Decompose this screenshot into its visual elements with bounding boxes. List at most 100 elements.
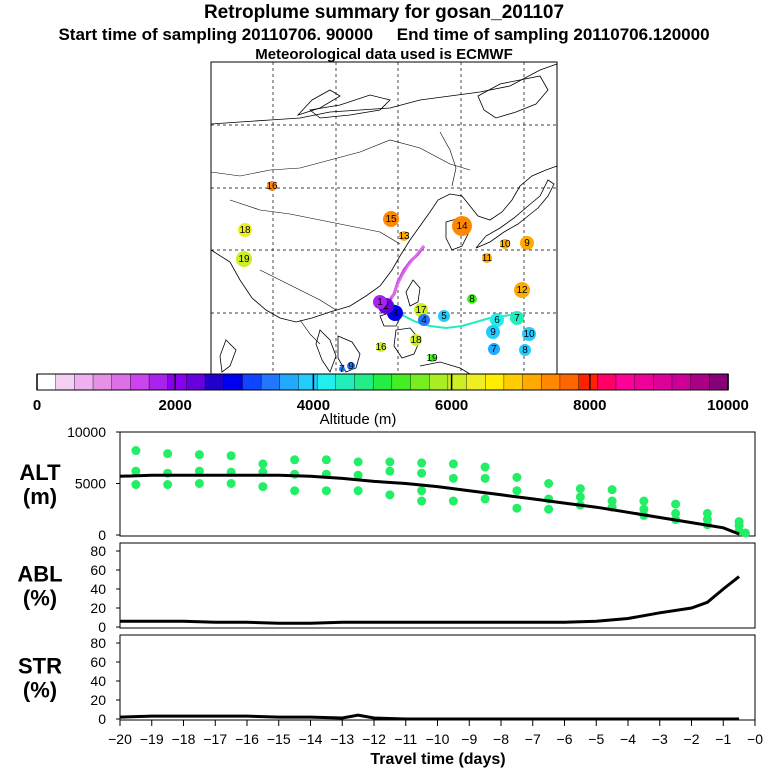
x-tick-label: −3 — [652, 731, 668, 747]
panel-label: ALT — [19, 460, 61, 485]
colorbar-ticks: 0 2000 4000 6000 8000 10000 — [33, 374, 749, 414]
alt-scatter-point — [353, 470, 363, 480]
end-time-label: End time of sampling 20110706.120000 — [396, 25, 710, 44]
alt-scatter-point — [131, 446, 141, 456]
y-tick-label: 60 — [90, 654, 106, 670]
map-marker: 17 — [414, 303, 428, 317]
colorbar-tick-label: 6000 — [435, 397, 468, 414]
x-axis-label: Travel time (days) — [370, 751, 505, 768]
panel-label: (m) — [23, 484, 57, 509]
map-marker-label: 7 — [339, 364, 345, 375]
map-marker: 14 — [452, 216, 472, 236]
map-marker-label: 7 — [514, 313, 520, 324]
alt-scatter-point — [702, 508, 712, 518]
colorbar-cell — [242, 373, 262, 391]
alt-scatter-point — [544, 504, 554, 514]
alt-scatter-point — [480, 494, 490, 504]
alt-scatter-point — [639, 504, 649, 514]
colorbar-cell — [36, 373, 57, 391]
map-marker-dot — [488, 343, 500, 355]
colorbar-cell — [260, 373, 281, 391]
x-tick-label: −15 — [267, 731, 291, 747]
x-tick-label: −9 — [461, 731, 477, 747]
map-marker-dot — [236, 251, 252, 267]
x-tick-label: −13 — [330, 731, 354, 747]
chart-title: Retroplume summary for gosan_201107 — [203, 2, 565, 23]
map-marker-label: 9 — [490, 327, 496, 338]
map-marker-label: 18 — [410, 335, 422, 346]
panel-label: STR — [18, 654, 62, 679]
alt-scatter-point — [575, 484, 585, 494]
colorbar-cell — [354, 373, 374, 391]
map-marker-dot — [399, 231, 409, 241]
map-marker: 5 — [438, 310, 450, 322]
x-tick-label: −11 — [394, 731, 417, 747]
map-marker-label: 3 — [392, 308, 398, 319]
x-tick-label: −12 — [362, 731, 386, 747]
colorbar-cell — [522, 373, 542, 391]
map-marker: 10 — [499, 239, 511, 250]
alt-scatter-point — [194, 450, 204, 460]
map-marker: 19 — [236, 251, 252, 267]
colorbar-cell — [186, 373, 206, 391]
panel-label: (%) — [23, 586, 57, 611]
y-tick-label: 20 — [90, 692, 106, 708]
alt-scatter-point — [512, 503, 522, 513]
colorbar-axis-label: Altitude (m) — [320, 411, 397, 428]
x-tick-label: −2 — [684, 731, 700, 747]
abl-chart: 80 60 40 20 0 ABL(%) — [17, 543, 741, 635]
x-axis: −20 −19 −18 −17 −16 −15 −14 −13 −12 −11 −10 −9 −8 −7−… — [108, 720, 763, 747]
str-line — [119, 713, 740, 721]
alt-scatter-point — [258, 459, 268, 469]
map-marker-dot — [238, 223, 252, 237]
map-marker: 15 — [383, 211, 399, 227]
alt-scatter-point — [448, 459, 458, 469]
map-marker: 18 — [410, 334, 422, 346]
map-marker-label: 13 — [398, 231, 410, 242]
y-tick-label: 40 — [90, 673, 106, 689]
abl-panel-frame — [119, 542, 756, 629]
map-marker-dot — [410, 334, 422, 346]
map-marker-label: 9 — [348, 361, 354, 372]
colorbar-cell — [559, 373, 580, 391]
altitude-colorbar: 0 2000 4000 6000 8000 10000 Altitude (m) — [33, 373, 749, 428]
map-marker-dot — [339, 366, 345, 372]
map-marker: 6 — [490, 313, 504, 327]
x-tick-label: −16 — [235, 731, 259, 747]
map-marker: 16 — [375, 342, 387, 353]
alt-scatter-point — [385, 457, 395, 467]
y-tick-label: 80 — [90, 635, 106, 651]
map-marker-label: 10 — [523, 329, 535, 340]
colorbar-cell — [204, 373, 225, 391]
alt-scatter-point — [321, 486, 331, 496]
y-tick-label: 0 — [98, 527, 106, 543]
y-tick-label: 80 — [90, 543, 106, 559]
map-marker: 8 — [519, 344, 531, 356]
colorbar-cell — [55, 373, 76, 391]
map-marker-dot — [510, 311, 524, 325]
alt-scatter-point — [353, 486, 363, 496]
abl-line — [120, 575, 741, 625]
map-marker-label: 4 — [421, 315, 427, 326]
panel-label: (%) — [23, 678, 57, 703]
y-tick-label: 20 — [90, 600, 106, 616]
y-tick-label: 60 — [90, 562, 106, 578]
panel-label: ABL — [17, 562, 62, 587]
sampling-times: Start time of sampling 20110706. 90000 E… — [0, 25, 768, 45]
map-marker: 16 — [266, 181, 278, 192]
map-marker-label: 2 — [383, 301, 389, 312]
x-tick-label: −17 — [203, 731, 227, 747]
colorbar-cell — [541, 373, 561, 391]
borders — [210, 131, 471, 345]
y-tick-label: 40 — [90, 581, 106, 597]
map-marker-dot — [383, 211, 399, 227]
map-marker-label: 5 — [441, 311, 447, 322]
map-marker: 10 — [522, 327, 536, 341]
map-marker-dot — [467, 294, 477, 304]
alt-scatter-point — [544, 479, 554, 488]
map-marker-label: 6 — [494, 315, 500, 326]
colorbar-cell — [410, 373, 430, 391]
colorbar-cell — [690, 373, 711, 391]
